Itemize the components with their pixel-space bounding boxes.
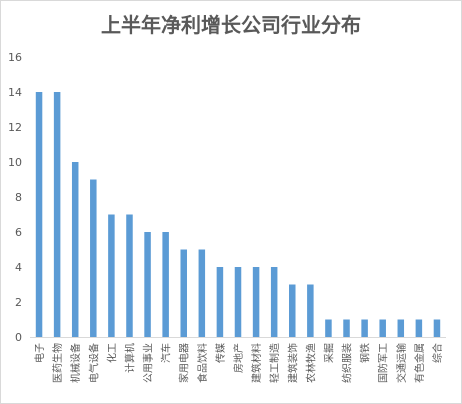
y-tick-label: 0 [15, 331, 22, 344]
bar-12 [252, 267, 260, 337]
bar-6 [144, 232, 151, 337]
bar-14 [289, 284, 296, 337]
x-tick-label: 电子 [33, 343, 46, 363]
bars [35, 92, 441, 337]
y-tick-label: 6 [15, 226, 22, 239]
x-tick-label: 计算机 [123, 343, 136, 373]
bar-16 [325, 319, 332, 337]
bar-15 [307, 284, 314, 337]
chart-title: 上半年净利增长公司行业分布 [101, 13, 361, 37]
x-tick-label: 传媒 [215, 343, 227, 363]
bar-11 [234, 267, 242, 337]
y-axis-ticks: 0 2 4 6 8 10 12 14 16 [8, 51, 22, 344]
x-tick-label: 家用电器 [178, 343, 191, 383]
bar-17 [343, 319, 350, 337]
bar-19 [379, 319, 386, 337]
y-tick-label: 10 [8, 156, 22, 169]
x-axis-ticks: 电子 医药生物 机械设备 电气设备 化工 计算机 公用事业 汽车 家用电器 食品饮料 传媒 房地产 建筑… [33, 343, 444, 383]
x-tick-label: 综合 [431, 343, 444, 363]
bar-8 [180, 249, 187, 337]
y-tick-label: 16 [8, 51, 22, 64]
x-tick-label: 化工 [105, 343, 118, 363]
x-tick-label: 房地产 [232, 343, 245, 373]
x-tick-label: 有色金属 [413, 343, 426, 383]
bar-7 [162, 232, 169, 337]
bar-5 [126, 214, 133, 337]
x-tick-label: 汽车 [160, 343, 173, 363]
bar-13 [270, 267, 278, 337]
bar-20 [397, 319, 405, 337]
x-tick-label: 电气设备 [87, 343, 100, 383]
bar-4 [108, 214, 115, 337]
x-tick-label: 机械设备 [69, 343, 82, 383]
y-tick-label: 12 [8, 121, 22, 134]
x-tick-label: 建筑材料 [250, 343, 263, 383]
x-tick-label: 农林牧渔 [304, 343, 317, 383]
x-tick-label: 钢铁 [359, 343, 372, 363]
y-tick-label: 4 [15, 261, 22, 274]
y-tick-label: 2 [15, 296, 22, 309]
x-tick-label: 交通运输 [395, 343, 408, 383]
bar-0 [35, 92, 43, 337]
x-tick-label: 食品饮料 [196, 343, 209, 383]
bar-18 [361, 319, 368, 337]
bar-22 [433, 319, 441, 337]
bar-3 [90, 179, 97, 337]
bar-21 [415, 319, 423, 337]
x-tick-label: 建筑装饰 [286, 343, 299, 383]
x-tick-label: 医药生物 [51, 343, 64, 383]
x-tick-label: 纺织服装 [341, 343, 354, 383]
bar-2 [71, 162, 79, 337]
x-tick-label: 轻工制造 [268, 343, 281, 383]
bar-9 [198, 249, 206, 337]
x-tick-label: 国防军工 [377, 343, 390, 383]
bar-10 [216, 267, 224, 337]
x-tick-label: 采掘 [322, 343, 335, 363]
x-tick-label: 公用事业 [142, 343, 155, 383]
bar-1 [53, 92, 61, 337]
y-tick-label: 14 [8, 86, 22, 99]
y-tick-label: 8 [15, 191, 22, 204]
